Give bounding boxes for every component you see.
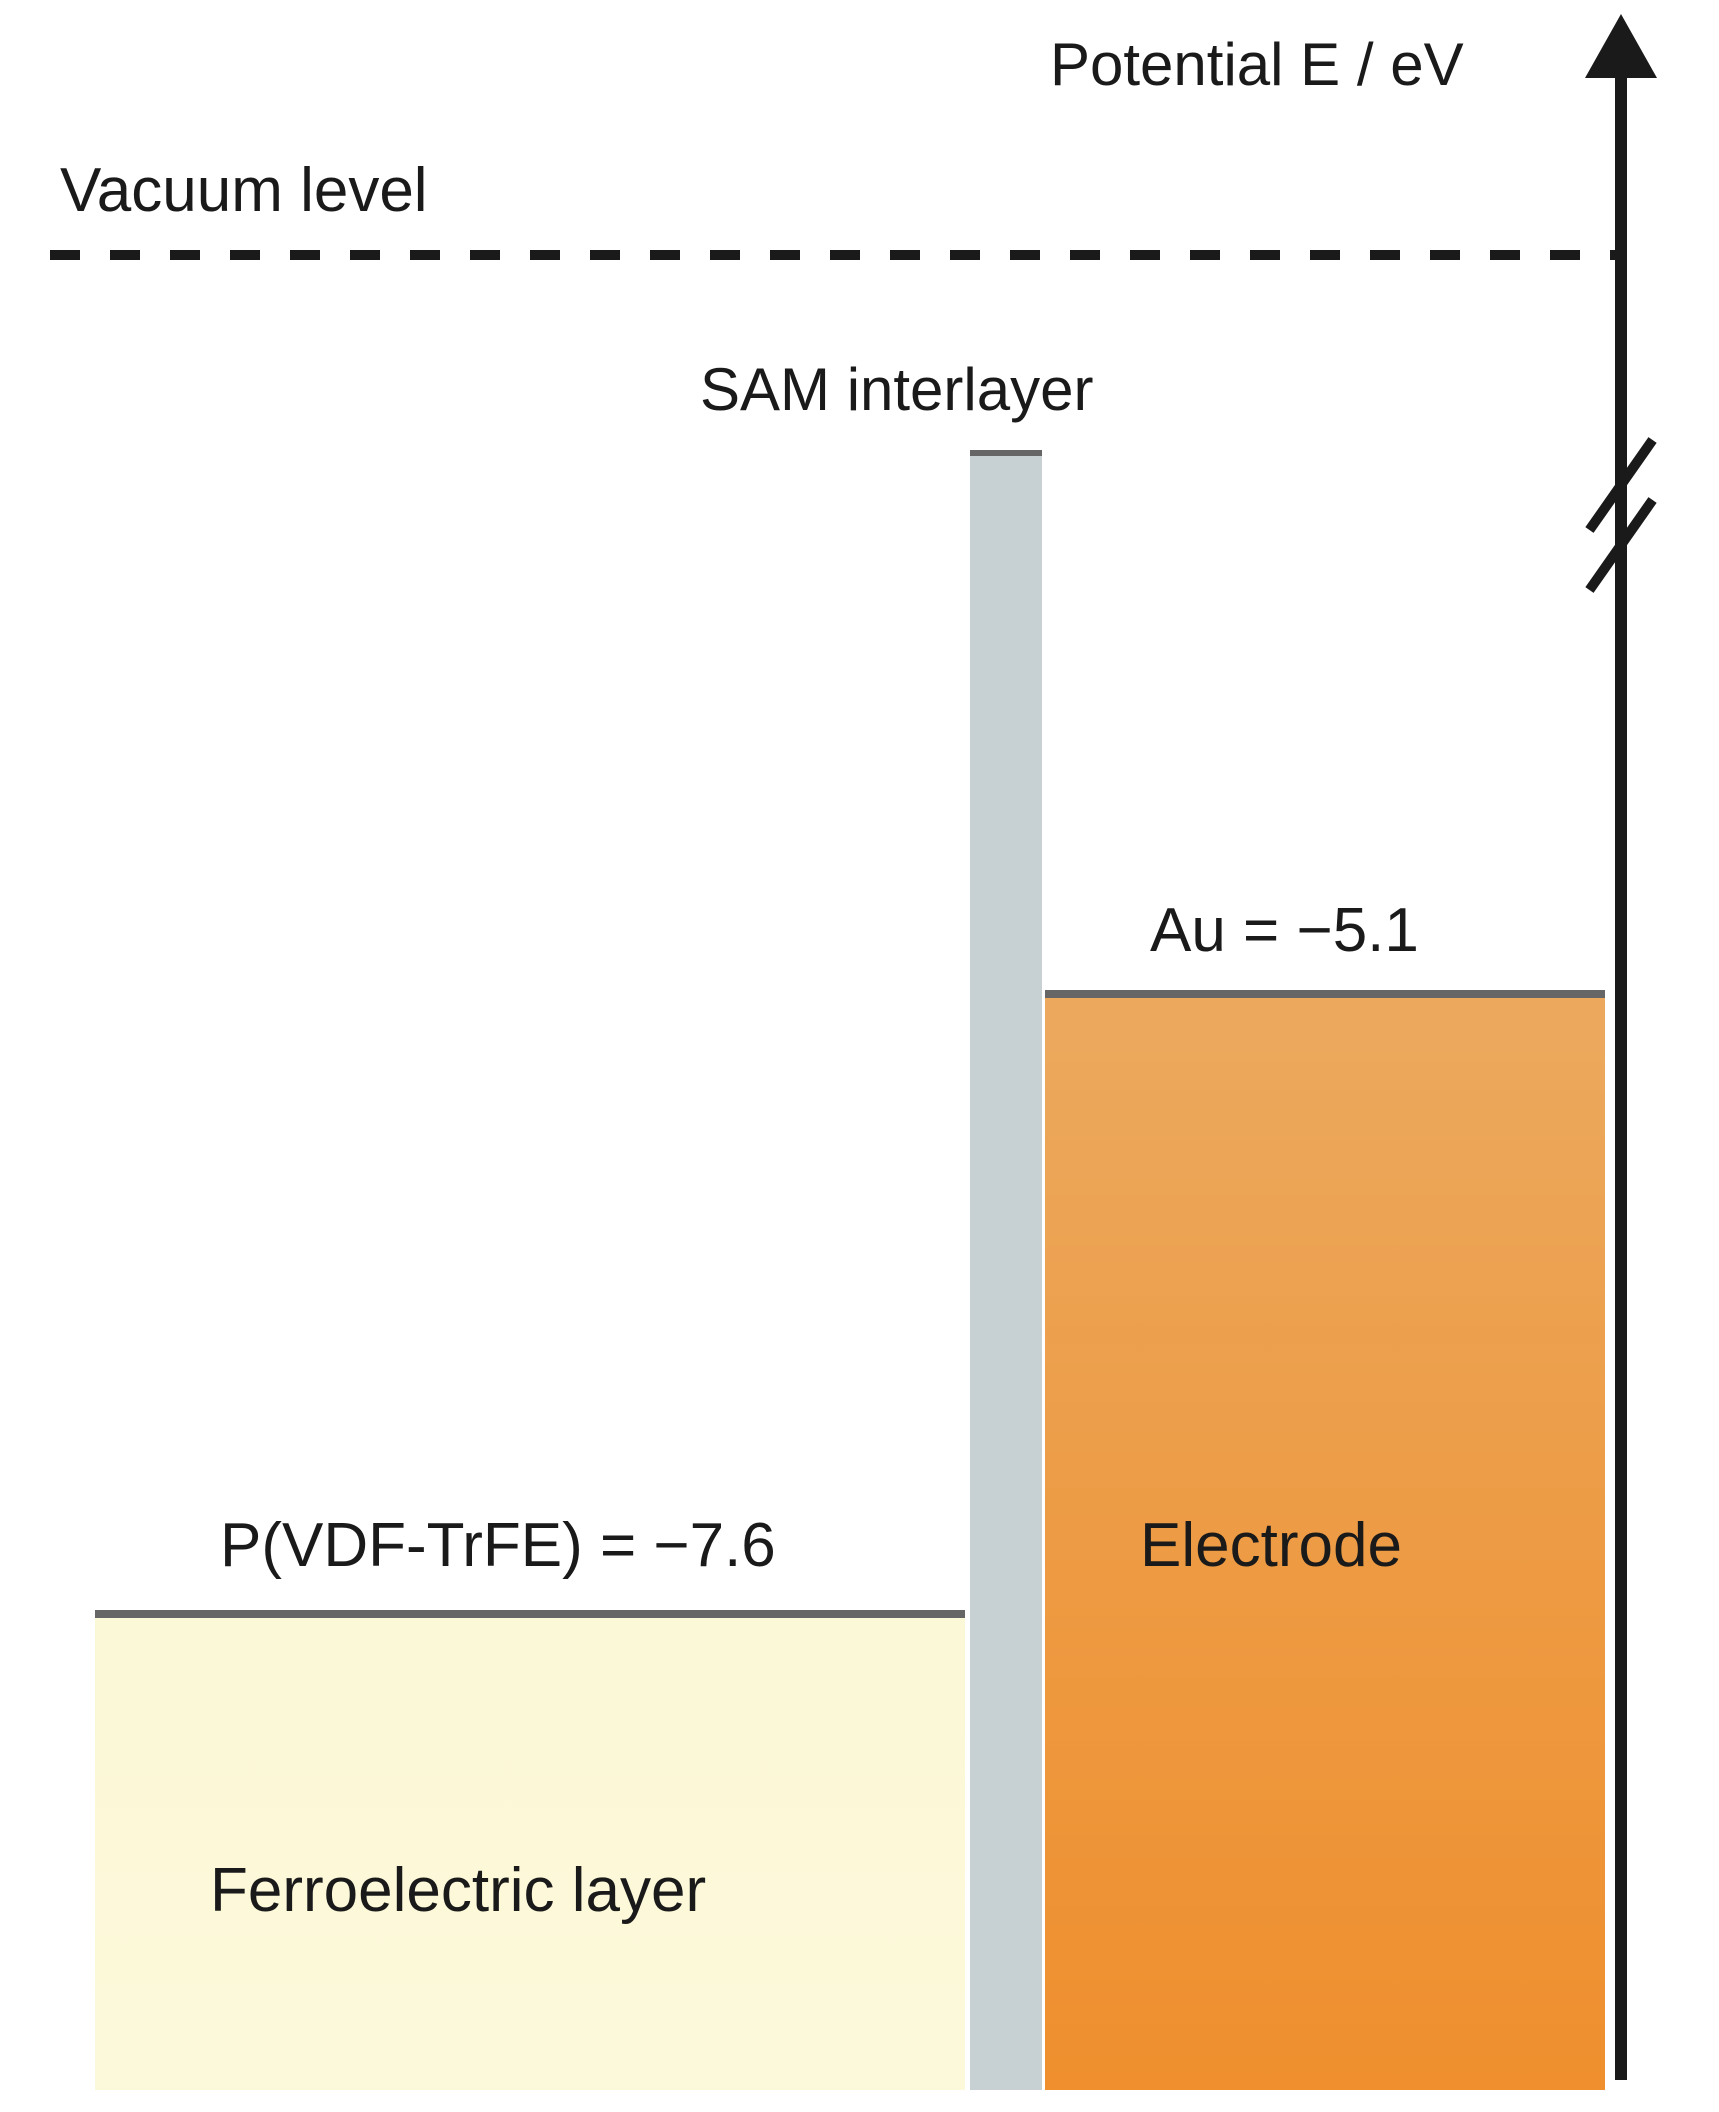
electrode-body-label: Electrode <box>1140 1510 1402 1581</box>
y-axis-label: Potential E / eV <box>1050 30 1464 99</box>
au-level-label: Au = −5.1 <box>1150 895 1419 966</box>
ferroelectric-body-label: Ferroelectric layer <box>210 1855 706 1926</box>
vacuum-level-label: Vacuum level <box>60 155 428 226</box>
vacuum-level-line <box>50 250 1615 260</box>
y-axis-arrowhead <box>1585 14 1657 78</box>
ferroelectric-layer-block <box>95 1610 965 2090</box>
y-axis-line <box>1615 50 1627 2080</box>
pvdf-level-label: P(VDF-TrFE) = −7.6 <box>220 1510 776 1581</box>
sam-interlayer-label: SAM interlayer <box>700 355 1093 424</box>
sam-interlayer-block <box>970 450 1042 2090</box>
energy-diagram: Potential E / eV Vacuum level SAM interl… <box>0 0 1719 2112</box>
